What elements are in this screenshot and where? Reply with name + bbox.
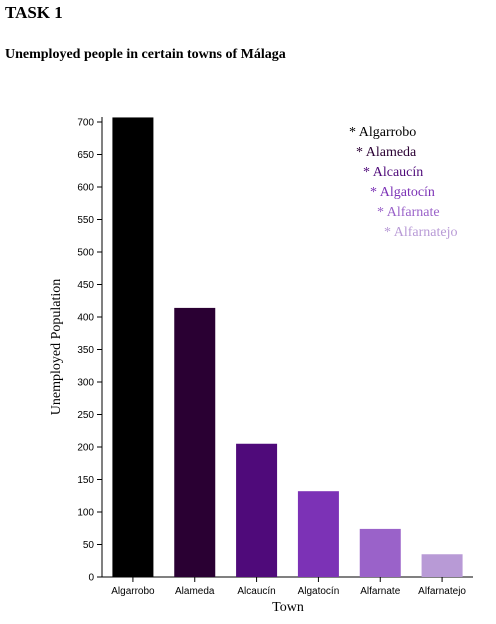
bars-group [112,117,463,577]
legend-entry: * Alcaucín [363,165,423,180]
y-tick-label: 300 [77,378,94,389]
y-tick-label: 350 [77,345,94,356]
y-tick-label: 550 [77,215,94,226]
y-tick-label: 150 [77,475,94,486]
y-tick-label: 50 [83,540,95,551]
y-tick-label: 500 [77,248,94,259]
y-axis: 0 50 100 150 200 250 300 350 400 450 500 550 600 650 7… [77,117,103,584]
x-tick-label: Alfarnate [360,586,400,597]
y-tick-label: 650 [77,150,94,161]
x-axis-title: Town [272,600,304,615]
bar [174,307,216,577]
y-tick-label: 250 [77,410,94,421]
x-tick-label: Algarrobo [111,586,155,597]
y-tick-label: 100 [77,508,94,519]
x-tick-label: Algatocín [298,586,340,597]
x-tick-label: Alfarnatejo [418,586,466,597]
bar [297,491,339,577]
bar [359,528,401,577]
y-tick-label: 0 [88,573,94,584]
y-axis-title: Unemployed Population [49,279,64,416]
chart-subtitle: Unemployed people in certain towns of Má… [5,47,286,62]
legend: * Algarrobo * Alameda * Alcaucín * Algatocí… [349,125,457,240]
y-tick-label: 400 [77,313,94,324]
legend-entry: * Alameda [356,145,417,160]
x-tick-label: Alcaucín [237,586,275,597]
y-tick-label: 450 [77,280,94,291]
y-tick-label: 600 [77,183,94,194]
bar [421,554,463,577]
legend-entry: * Algarrobo [349,125,416,140]
y-tick-label: 700 [77,118,94,129]
legend-entry: * Alfarnatejo [384,225,457,240]
legend-entry: * Alfarnate [377,205,440,220]
x-tick-label: Alameda [175,586,215,597]
bar [236,443,278,577]
y-tick-label: 200 [77,443,94,454]
legend-entry: * Algatocín [370,185,435,200]
task-heading: TASK 1 [5,3,63,22]
bar [112,117,154,577]
x-axis: Algarrobo Alameda Alcaucín Algatocín Alfarna… [102,576,473,597]
